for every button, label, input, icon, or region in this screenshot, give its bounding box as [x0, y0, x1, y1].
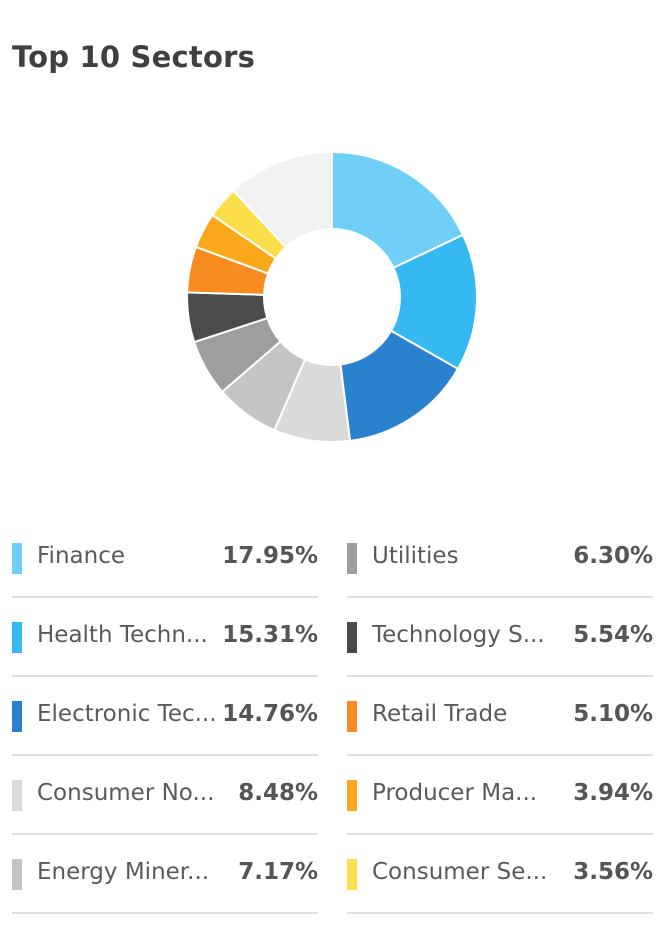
legend-value: 7.17% [238, 859, 318, 885]
legend-label: Retail Trade [372, 701, 508, 727]
legend-value: 5.54% [573, 622, 653, 648]
legend-value: 17.95% [222, 543, 318, 569]
legend-label: Producer Ma... [372, 780, 538, 806]
legend-swatch [347, 780, 357, 811]
legend-value: 6.30% [573, 543, 653, 569]
legend-swatch [347, 622, 357, 653]
legend-swatch [347, 543, 357, 574]
legend-swatch [12, 622, 22, 653]
legend-label: Energy Miner... [37, 859, 210, 885]
legend-value: 14.76% [222, 701, 318, 727]
legend-item[interactable]: Retail Trade 5.10% [347, 677, 653, 756]
legend-swatch [12, 780, 22, 811]
legend-value: 3.56% [573, 859, 653, 885]
legend-item[interactable]: Finance 17.95% [12, 519, 318, 598]
legend-label: Consumer Se... [372, 859, 548, 885]
legend-value: 3.94% [573, 780, 653, 806]
legend-label: Finance [37, 543, 125, 569]
legend-label: Health Techn... [37, 622, 208, 648]
legend-swatch [347, 859, 357, 890]
legend-item[interactable]: Utilities 6.30% [347, 519, 653, 598]
legend-swatch [12, 859, 22, 890]
donut-chart [186, 150, 478, 443]
legend-label: Consumer No... [37, 780, 215, 806]
chart-title: Top 10 Sectors [12, 40, 256, 74]
donut-slice-11[interactable] [232, 150, 333, 249]
legend-label: Electronic Tec... [37, 701, 217, 727]
legend-value: 5.10% [573, 701, 653, 727]
legend-label: Utilities [372, 543, 459, 569]
legend-item[interactable]: Consumer Se... 3.56% [347, 835, 653, 914]
legend-swatch [347, 701, 357, 732]
donut-slice-1[interactable] [331, 150, 465, 270]
legend-item[interactable]: Electronic Tec... 14.76% [12, 677, 318, 756]
legend-item[interactable]: Technology S... 5.54% [347, 598, 653, 677]
legend-label: Technology S... [372, 622, 545, 648]
legend-item[interactable]: Consumer No... 8.48% [12, 756, 318, 835]
legend-value: 15.31% [222, 622, 318, 648]
legend-swatch [12, 701, 22, 732]
legend-item[interactable]: Producer Ma... 3.94% [347, 756, 653, 835]
legend-item[interactable]: Energy Miner... 7.17% [12, 835, 318, 914]
legend-swatch [12, 543, 22, 574]
legend-item[interactable]: Health Techn... 15.31% [12, 598, 318, 677]
legend-column-left: Finance 17.95% Health Techn... 15.31% Electr… [12, 519, 318, 914]
legend-value: 8.48% [238, 780, 318, 806]
legend-column-right: Utilities 6.30% Technology S... 5.54% Retail… [347, 519, 653, 914]
